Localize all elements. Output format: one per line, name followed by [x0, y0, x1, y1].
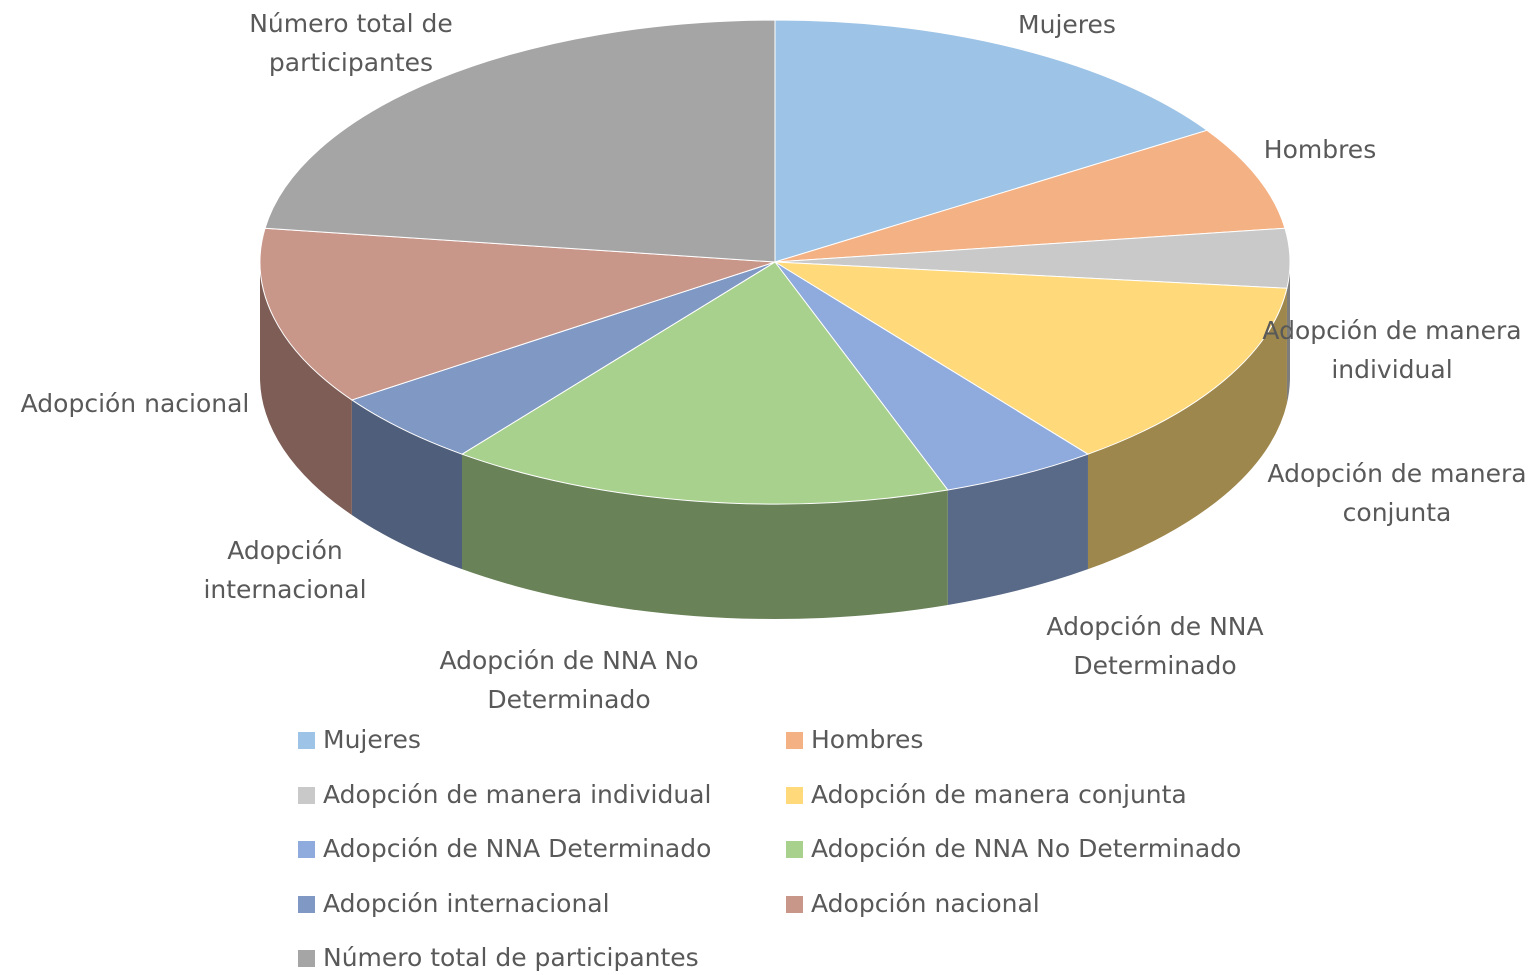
legend-item: Adopción de manera conjunta: [786, 780, 1187, 810]
legend-label: Hombres: [811, 725, 923, 754]
data-label: Mujeres: [967, 5, 1167, 44]
legend-label: Número total de participantes: [323, 943, 699, 972]
data-label: Número total de participantes: [231, 4, 471, 82]
data-label: Adopción de manera individual: [1247, 311, 1537, 389]
data-label: Adopción de NNA No Determinado: [419, 641, 719, 719]
legend-label: Adopción de NNA Determinado: [323, 834, 711, 863]
legend-swatch: [786, 896, 803, 913]
legend-swatch: [298, 787, 315, 804]
legend-item: Número total de participantes: [298, 943, 699, 973]
legend-swatch: [298, 732, 315, 749]
legend-item: Adopción de NNA No Determinado: [786, 834, 1241, 864]
legend-item: Adopción nacional: [786, 889, 1040, 919]
legend-item: Adopción internacional: [298, 889, 610, 919]
legend-swatch: [298, 950, 315, 967]
data-label: Adopción internacional: [185, 531, 385, 609]
legend-label: Adopción nacional: [811, 889, 1040, 918]
legend-swatch: [786, 787, 803, 804]
legend-swatch: [786, 841, 803, 858]
data-label: Adopción nacional: [0, 384, 275, 423]
legend-item: Adopción de manera individual: [298, 780, 711, 810]
legend-swatch: [786, 732, 803, 749]
legend-label: Adopción de NNA No Determinado: [811, 834, 1241, 863]
page: {"chart_data": {"type": "pie", "categori…: [0, 0, 1540, 975]
legend-label: Adopción de manera conjunta: [811, 780, 1187, 809]
data-label: Adopción de NNA Determinado: [1025, 607, 1285, 685]
legend-label: Adopción de manera individual: [323, 780, 711, 809]
data-label: Hombres: [1220, 130, 1420, 169]
data-label: Adopción de manera conjunta: [1252, 454, 1540, 532]
legend-item: Mujeres: [298, 725, 421, 755]
legend-label: Mujeres: [323, 725, 421, 754]
legend-swatch: [298, 841, 315, 858]
legend-item: Adopción de NNA Determinado: [298, 834, 711, 864]
legend-label: Adopción internacional: [323, 889, 610, 918]
legend-swatch: [298, 896, 315, 913]
legend-item: Hombres: [786, 725, 923, 755]
